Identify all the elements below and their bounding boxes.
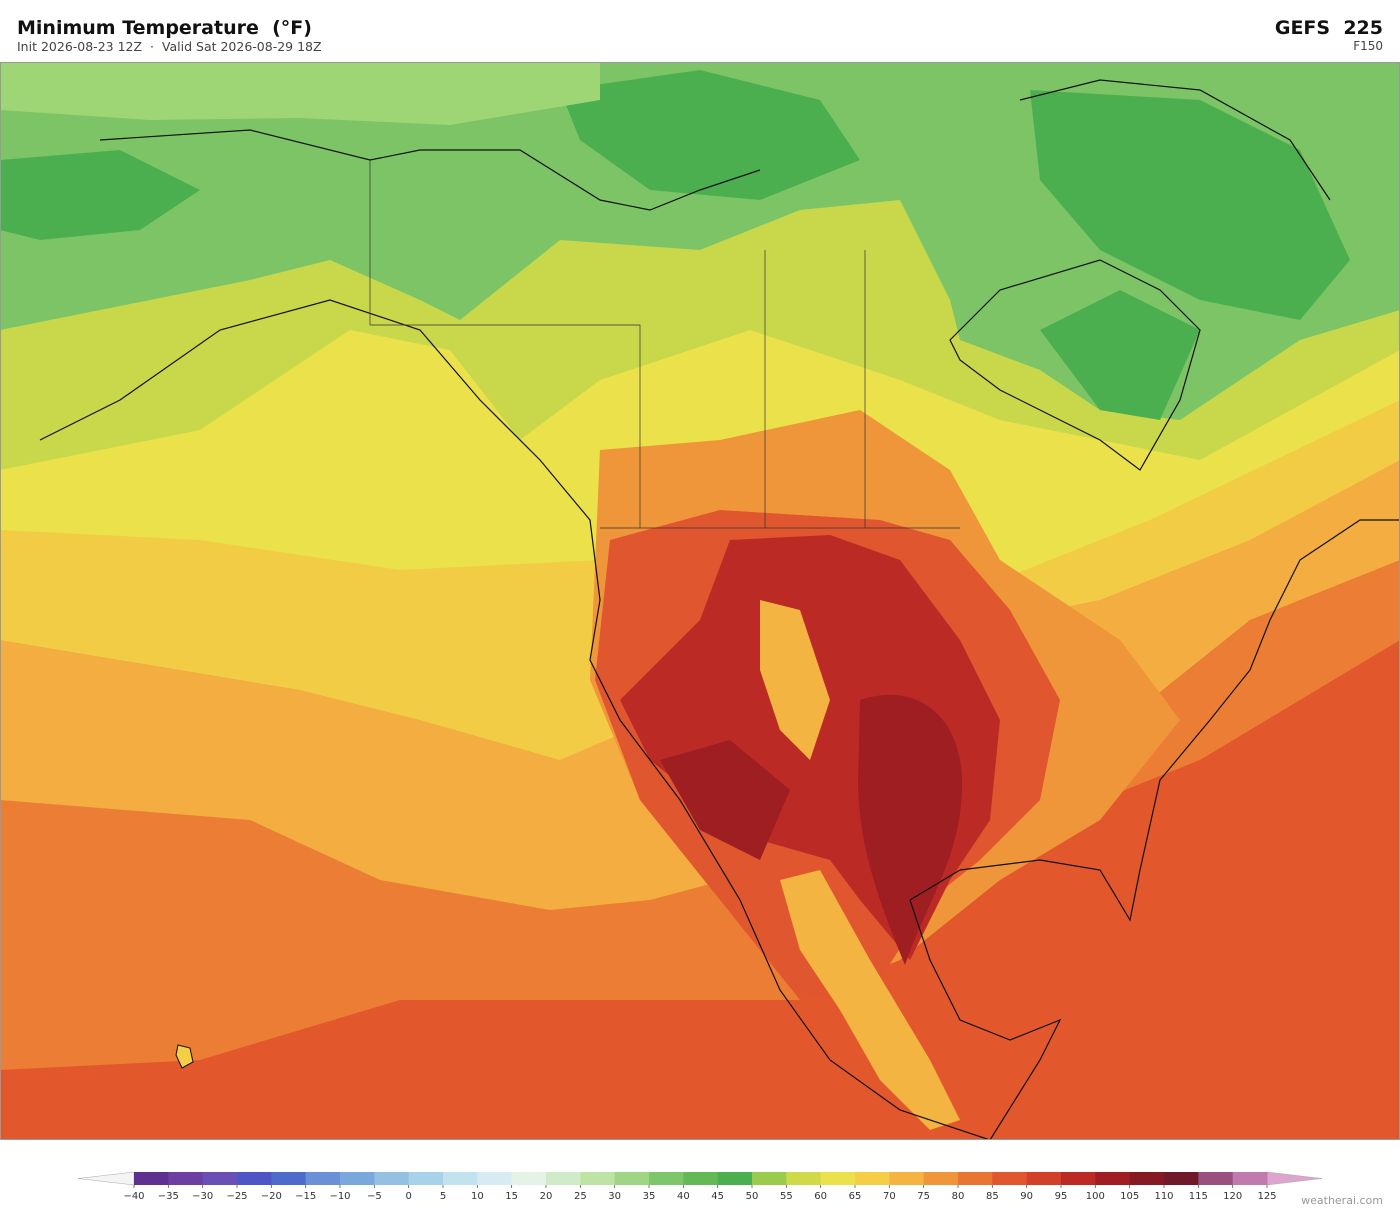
colorbar-segment — [408, 1172, 444, 1185]
colorbar-segment — [511, 1172, 547, 1185]
colorbar-tick-label: 105 — [1120, 1191, 1139, 1202]
colorbar-tick-label: 5 — [440, 1191, 446, 1202]
forecast-hour: F150 — [1353, 39, 1383, 53]
colorbar-segment — [1026, 1172, 1062, 1185]
colorbar-tick-label: 85 — [986, 1191, 999, 1202]
colorbar-segment — [340, 1172, 375, 1185]
colorbar-segment — [855, 1172, 890, 1185]
colorbar-tick-label: 95 — [1055, 1191, 1068, 1202]
colorbar-tick-label: 75 — [917, 1191, 930, 1202]
colorbar-segment — [374, 1172, 410, 1185]
colorbar-tick-label: −20 — [261, 1191, 282, 1202]
colorbar-segment — [889, 1172, 925, 1185]
colorbar-segment — [202, 1172, 238, 1185]
colorbar-segment — [923, 1172, 959, 1185]
colorbar-segment — [683, 1172, 719, 1185]
colorbar-segment — [649, 1172, 684, 1185]
colorbar-segment — [134, 1172, 169, 1185]
title: Minimum Temperature (°F) — [17, 17, 312, 39]
temperature-band — [760, 600, 960, 1130]
colorbar-segment — [752, 1172, 787, 1185]
colorbar-segment — [168, 1172, 204, 1185]
colorbar-tick-label: 70 — [883, 1191, 896, 1202]
colorbar-segment — [1198, 1172, 1234, 1185]
colorbar-tick-label: 115 — [1189, 1191, 1208, 1202]
colorbar-tick-label: 100 — [1086, 1191, 1105, 1202]
colorbar-segment — [717, 1172, 753, 1185]
colorbar-tick-label: 0 — [405, 1191, 411, 1202]
colorbar-tick-label: −5 — [367, 1191, 382, 1202]
colorbar-segment — [1232, 1172, 1268, 1185]
model-label: GEFS 225 — [1275, 17, 1383, 39]
colorbar-tick-label: 120 — [1223, 1191, 1242, 1202]
colorbar-tick-label: 20 — [540, 1191, 553, 1202]
island — [175, 1044, 194, 1069]
colorbar-segment — [786, 1172, 822, 1185]
temperature-band — [0, 62, 600, 125]
colorbar-tick-label: −10 — [329, 1191, 350, 1202]
colorbar-segment — [820, 1172, 856, 1185]
colorbar-tick-label: −15 — [295, 1191, 316, 1202]
colorbar-segment — [305, 1172, 341, 1185]
colorbar-tick-label: 110 — [1154, 1191, 1173, 1202]
credit: weatherai.com — [1301, 1194, 1383, 1207]
colorbar-tick-label: 10 — [471, 1191, 484, 1202]
colorbar-tick-label: 50 — [746, 1191, 759, 1202]
colorbar-over — [1266, 1171, 1323, 1186]
colorbar: −40 −35 −30 −25 −20 −15 −10 −5 0 5 10 15 20 25 30 35 40 4… — [77, 1171, 1323, 1202]
colorbar-segment — [1129, 1172, 1165, 1185]
colorbar-segment — [443, 1172, 478, 1185]
colorbar-tick-label: −35 — [158, 1191, 179, 1202]
colorbar-tick-label: 40 — [677, 1191, 690, 1202]
colorbar-segment — [614, 1172, 650, 1185]
colorbar-segment — [1061, 1172, 1096, 1185]
colorbar-tick-label: 35 — [643, 1191, 656, 1202]
colorbar-tick-label: −25 — [226, 1191, 247, 1202]
colorbar-tick-label: 90 — [1020, 1191, 1033, 1202]
colorbar-tick-label: −40 — [123, 1191, 144, 1202]
map — [0, 62, 1400, 1140]
colorbar-tick-label: 25 — [574, 1191, 587, 1202]
colorbar-tick-label: 65 — [849, 1191, 862, 1202]
colorbar-tick-label: 45 — [711, 1191, 724, 1202]
colorbar-under — [77, 1171, 135, 1186]
colorbar-tick-label: 55 — [780, 1191, 793, 1202]
colorbar-tick-label: 80 — [952, 1191, 965, 1202]
colorbar-segment — [958, 1172, 993, 1185]
boundary — [369, 160, 960, 529]
colorbar-segment — [271, 1172, 307, 1185]
colorbar-tick-label: −30 — [192, 1191, 213, 1202]
colorbar-tick-label: 125 — [1257, 1191, 1276, 1202]
colorbar-segment — [1164, 1172, 1199, 1185]
colorbar-segment — [992, 1172, 1028, 1185]
colorbar-segment — [580, 1172, 616, 1185]
colorbar-segment — [237, 1172, 272, 1185]
colorbar-segment — [546, 1172, 581, 1185]
temperature-band — [0, 70, 1350, 420]
colorbar-segment — [477, 1172, 513, 1185]
colorbar-segment — [1095, 1172, 1131, 1185]
subtitle: Init 2026-08-23 12Z · Valid Sat 2026-08-… — [17, 39, 322, 54]
colorbar-tick-label: 60 — [814, 1191, 827, 1202]
coastline — [39, 79, 1400, 1140]
colorbar-tick-label: 15 — [505, 1191, 518, 1202]
colorbar-tick-label: 30 — [608, 1191, 621, 1202]
temperature-band — [660, 694, 963, 965]
